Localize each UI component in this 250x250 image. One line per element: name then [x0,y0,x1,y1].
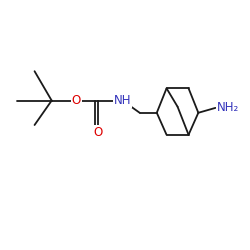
Text: O: O [94,126,103,139]
Text: O: O [72,94,81,107]
Text: NH₂: NH₂ [217,102,239,114]
Text: NH: NH [114,94,131,107]
